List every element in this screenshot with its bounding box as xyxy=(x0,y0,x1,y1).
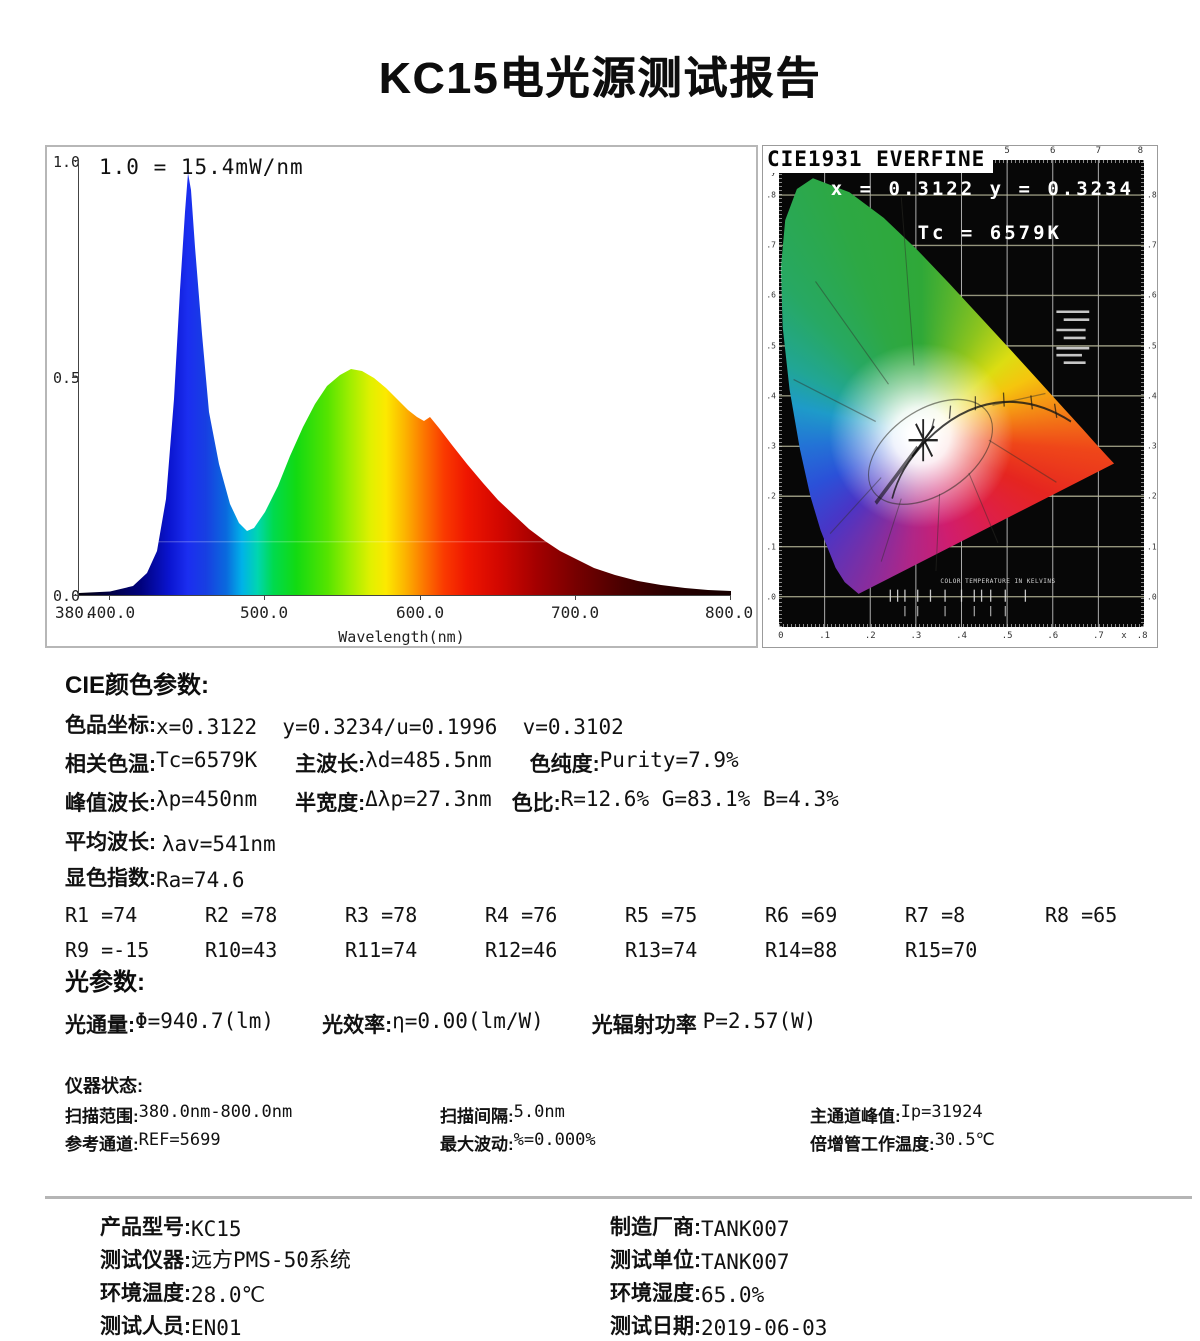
instrument-row-2: 参考通道: REF=5699 最大波动: %=0.000% 倍增管工作温度: 30.5… xyxy=(65,1130,995,1154)
instrument-heading: 仪器状态: xyxy=(65,1076,143,1096)
cie-x-axis-labels: 0 .1 .2 .3 .4 .5 .6 .7 x .8 xyxy=(778,631,1148,641)
x-tick: 380. xyxy=(55,603,94,622)
cie-params-section: CIE颜色参数: 色品坐标: x=0.3122 y=0.3234/u=0.1996… xyxy=(65,665,1185,962)
x-tick: 400.0 xyxy=(87,603,136,622)
footer-left-column: 产品型号: KC15 测试仪器: 远方PMS-50系统 环境温度: 28.0℃ 测试人… xyxy=(100,1208,351,1340)
cie-plot-area: x = 0.3122 y = 0.3234 Tc = 6579K COLOR T… xyxy=(779,160,1144,627)
cie1931-chart: CIE1931 EVERFINE 5 6 7 8 y .8 .7 .6 .5 .… xyxy=(762,145,1158,648)
light-params-heading: 光参数: xyxy=(65,969,145,996)
footer-row-instrument: 测试仪器: 远方PMS-50系统 xyxy=(100,1248,351,1272)
cie-right-axis-labels: .8 .7 .6 .5 .4 .3 .2 .1 .0 xyxy=(1147,190,1157,602)
cie-header: CIE1931 EVERFINE xyxy=(763,146,994,173)
footer-divider xyxy=(45,1196,1192,1199)
footer-row-test-date: 测试日期: 2019-06-03 xyxy=(610,1315,828,1340)
y-tick: 0.5 xyxy=(53,369,81,387)
cie-kelvin-note: COLOR TEMPERATURE IN KELVINS xyxy=(940,577,1056,585)
footer-row-manufacturer: 制造厂商: TANK007 xyxy=(610,1216,790,1241)
x-tick: 600.0 xyxy=(396,603,445,622)
x-tick: 700.0 xyxy=(551,603,600,622)
cri-values-row-2: R9 =-15 R10=43 R11=74 R12=46 R13=74 R14=88 … xyxy=(65,938,978,962)
cie-annotations xyxy=(793,197,1090,617)
y-tick: 1.0 xyxy=(53,153,81,171)
spectrum-area-plot xyxy=(79,173,731,595)
cie-top-axis-labels: 5 6 7 8 xyxy=(1004,146,1144,156)
footer-row-tester: 测试人员: EN01 xyxy=(100,1315,242,1340)
instrument-section: 仪器状态: 扫描范围: 380.0nm-800.0nm 扫描间隔: 5.0nm 主通… xyxy=(65,1072,1175,1154)
param-line-cct: 相关色温: Tc=6579K 主波长: λd=485.5nm 色纯度: Purity=… xyxy=(65,748,739,776)
y-tick: 0.0 xyxy=(53,587,81,605)
light-params-section: 光参数: 光通量: Φ=940.7(lm) 光效率: η=0.00(lm/W) 光辐… xyxy=(65,962,854,1039)
footer-row-ambient-temp: 环境温度: 28.0℃ xyxy=(100,1282,266,1307)
param-line-peak-wavelength: 峰值波长: λp=450nm 半宽度: Δλp=27.3nm 色比: R=12.6% … xyxy=(65,787,839,815)
param-line-cri: 显色指数: Ra=74.6 xyxy=(65,867,245,892)
cie-tc-readout: Tc = 6579K xyxy=(917,222,1062,244)
light-params-line: 光通量: Φ=940.7(lm) 光效率: η=0.00(lm/W) 光辐射功率 P… xyxy=(65,1009,817,1037)
footer-row-test-unit: 测试单位: TANK007 xyxy=(610,1249,790,1274)
cie-params-heading: CIE颜色参数: xyxy=(65,672,209,699)
cri-values-row-1: R1 =74 R2 =78 R3 =78 R4 =76 R5 =75 R6 =69 R… xyxy=(65,903,1118,927)
cie-y-axis-labels: y .8 .7 .6 .5 .4 .3 .2 .1 .0 xyxy=(766,167,776,602)
cie-xy-readout: x = 0.3122 y = 0.3234 xyxy=(830,178,1134,200)
footer-row-model: 产品型号: KC15 xyxy=(100,1216,242,1241)
spectrum-scale-note: 1.0 = 15.4mW/nm xyxy=(99,155,304,179)
page-title: KC15电光源测试报告 xyxy=(378,54,822,103)
spectrum-chart: 1.0 = 15.4mW/nm 1.0 0.5 0.0 xyxy=(45,145,758,648)
instrument-row-1: 扫描范围: 380.0nm-800.0nm 扫描间隔: 5.0nm 主通道峰值: Ip… xyxy=(65,1102,983,1126)
param-line-mean-wavelength: 平均波长: λav=541nm xyxy=(65,831,276,856)
x-axis-line xyxy=(78,595,731,596)
footer-row-humidity: 环境湿度: 65.0% xyxy=(610,1282,765,1307)
x-tick: 500.0 xyxy=(240,603,289,622)
y-axis-line xyxy=(78,160,79,596)
x-axis-label: Wavelength(nm) xyxy=(338,628,465,646)
param-line-chromaticity: 色品坐标: x=0.3122 y=0.3234/u=0.1996 v=0.3102 xyxy=(65,714,624,739)
footer-right-column: 制造厂商: TANK007 测试单位: TANK007 环境湿度: 65.0% 测试日… xyxy=(610,1208,827,1340)
x-tick: 800.0 xyxy=(705,603,754,622)
charts-row: 1.0 = 15.4mW/nm 1.0 0.5 0.0 xyxy=(45,145,1158,648)
